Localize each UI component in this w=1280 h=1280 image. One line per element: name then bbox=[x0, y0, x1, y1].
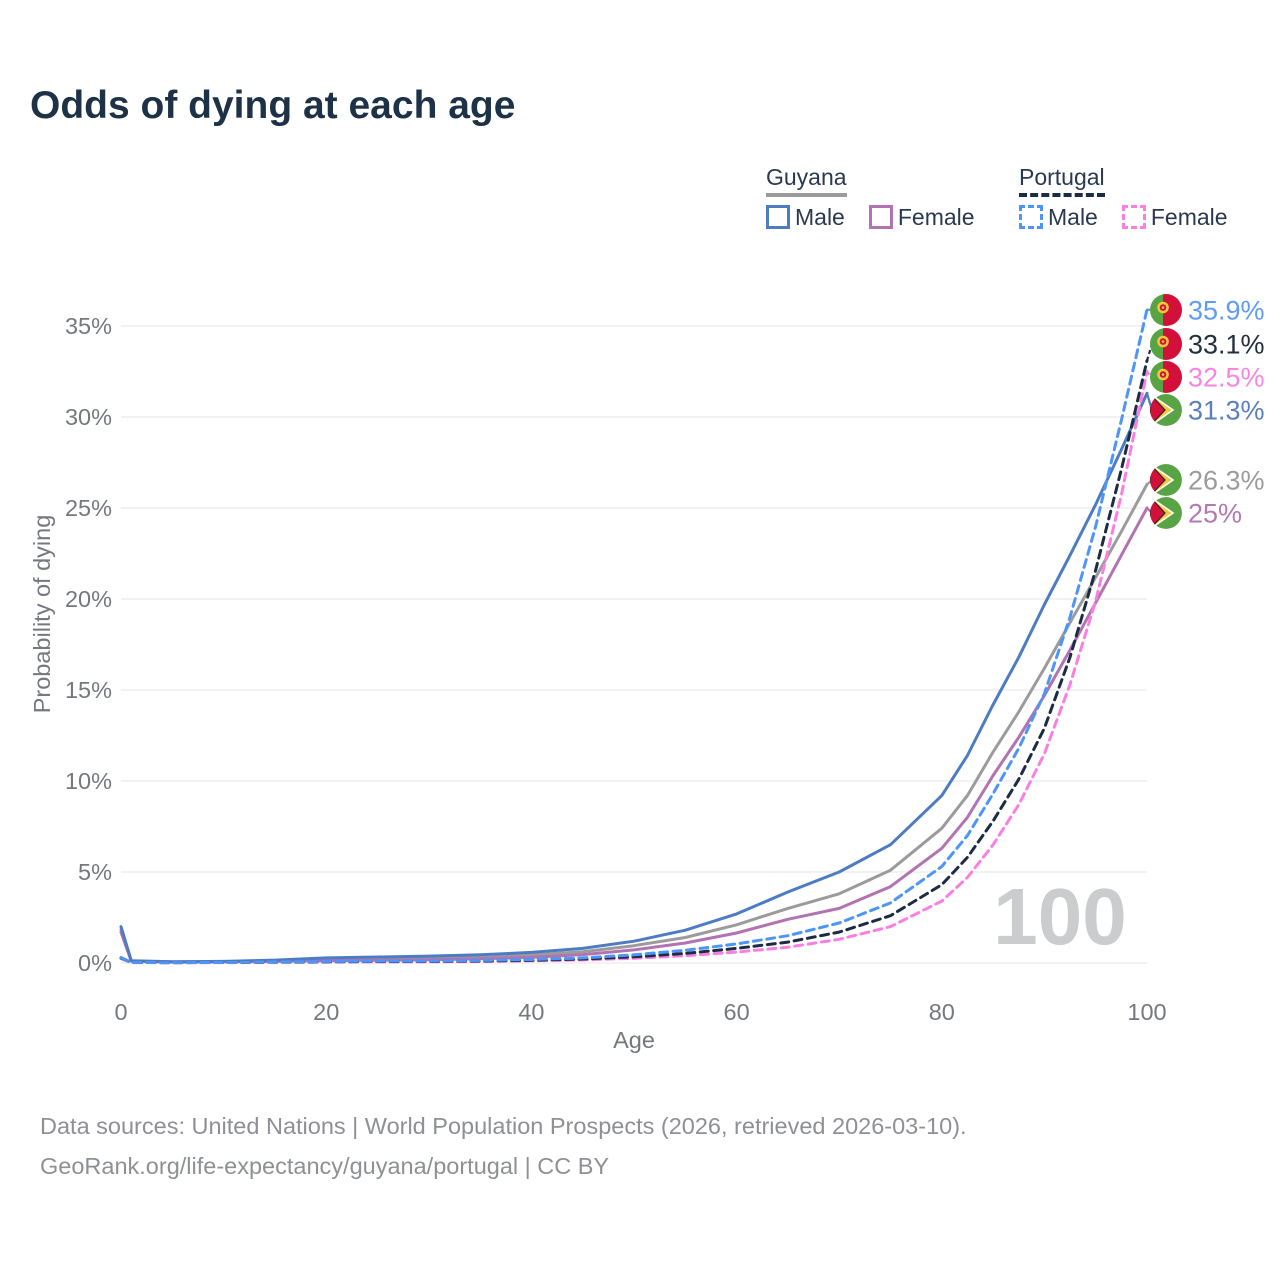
legend-item-portugal-male[interactable]: Male bbox=[1019, 204, 1098, 230]
end-value-label-guyana-total: 26.3% bbox=[1188, 465, 1265, 495]
data-source-line: Data sources: United Nations | World Pop… bbox=[40, 1113, 967, 1139]
legend-group-title-guyana: Guyana bbox=[766, 164, 847, 197]
x-tick-label: 100 bbox=[1127, 999, 1166, 1025]
guyana-flag-icon bbox=[1150, 464, 1182, 496]
portugal-flag-icon bbox=[1150, 294, 1182, 326]
y-tick-label: 10% bbox=[65, 768, 112, 794]
legend-group-guyana: Guyana Male Female bbox=[766, 164, 975, 230]
x-axis-title: Age bbox=[613, 1027, 655, 1053]
legend-item-label: Female bbox=[1150, 204, 1228, 230]
y-tick-label: 15% bbox=[65, 677, 112, 703]
legend-items-portugal: Male Female bbox=[1019, 204, 1228, 230]
legend-item-guyana-male[interactable]: Male bbox=[766, 204, 845, 230]
guyana-flag-icon bbox=[1150, 394, 1182, 426]
series-line-guyana-male[interactable] bbox=[119, 391, 1149, 964]
legend: Guyana Male Female Portugal Male bbox=[0, 164, 1280, 244]
y-tick-label: 5% bbox=[78, 859, 112, 885]
page-title: Odds of dying at each age bbox=[30, 84, 516, 127]
end-value-label-portugal-female: 32.5% bbox=[1188, 362, 1265, 392]
end-value-label-portugal-male: 35.9% bbox=[1188, 295, 1265, 325]
portugal-flag-icon bbox=[1150, 328, 1182, 360]
series-line-portugal-male[interactable] bbox=[119, 308, 1149, 965]
legend-item-label: Male bbox=[795, 204, 845, 230]
x-tick-label: 20 bbox=[313, 999, 339, 1025]
y-tick-label: 25% bbox=[65, 495, 112, 521]
y-tick-label: 30% bbox=[65, 404, 112, 430]
x-tick-label: 80 bbox=[929, 999, 955, 1025]
legend-item-portugal-female[interactable]: Female bbox=[1121, 204, 1228, 230]
watermark-age-100: 100 bbox=[993, 872, 1126, 961]
y-tick-label: 20% bbox=[65, 586, 112, 612]
legend-group-title-portugal: Portugal bbox=[1019, 164, 1105, 197]
y-tick-label: 35% bbox=[65, 313, 112, 339]
guyana-male-swatch-icon bbox=[766, 205, 790, 229]
legend-items-guyana: Male Female bbox=[766, 204, 975, 230]
end-value-label-guyana-male: 31.3% bbox=[1188, 395, 1265, 425]
portugal-female-swatch-icon bbox=[1121, 205, 1146, 229]
end-value-label-guyana-female: 25% bbox=[1188, 498, 1242, 528]
legend-group-portugal: Portugal Male Female bbox=[1019, 164, 1228, 230]
legend-item-label: Male bbox=[1048, 204, 1098, 230]
x-tick-label: 40 bbox=[518, 999, 544, 1025]
y-tick-label: 0% bbox=[78, 950, 112, 976]
legend-item-label: Female bbox=[897, 204, 975, 230]
portugal-flag-icon bbox=[1150, 361, 1182, 393]
portugal-male-swatch-icon bbox=[1019, 205, 1043, 229]
source-url-line: GeoRank.org/life-expectancy/guyana/portu… bbox=[40, 1153, 610, 1179]
source-attribution: Data sources: United Nations | World Pop… bbox=[40, 1106, 967, 1186]
x-tick-label: 60 bbox=[724, 999, 750, 1025]
legend-item-guyana-female[interactable]: Female bbox=[868, 204, 975, 230]
y-axis-title: Probability of dying bbox=[29, 515, 55, 714]
guyana-female-swatch-icon bbox=[868, 205, 893, 229]
end-value-label-portugal-total: 33.1% bbox=[1188, 329, 1265, 359]
x-tick-label: 0 bbox=[114, 999, 127, 1025]
guyana-flag-icon bbox=[1150, 497, 1182, 529]
